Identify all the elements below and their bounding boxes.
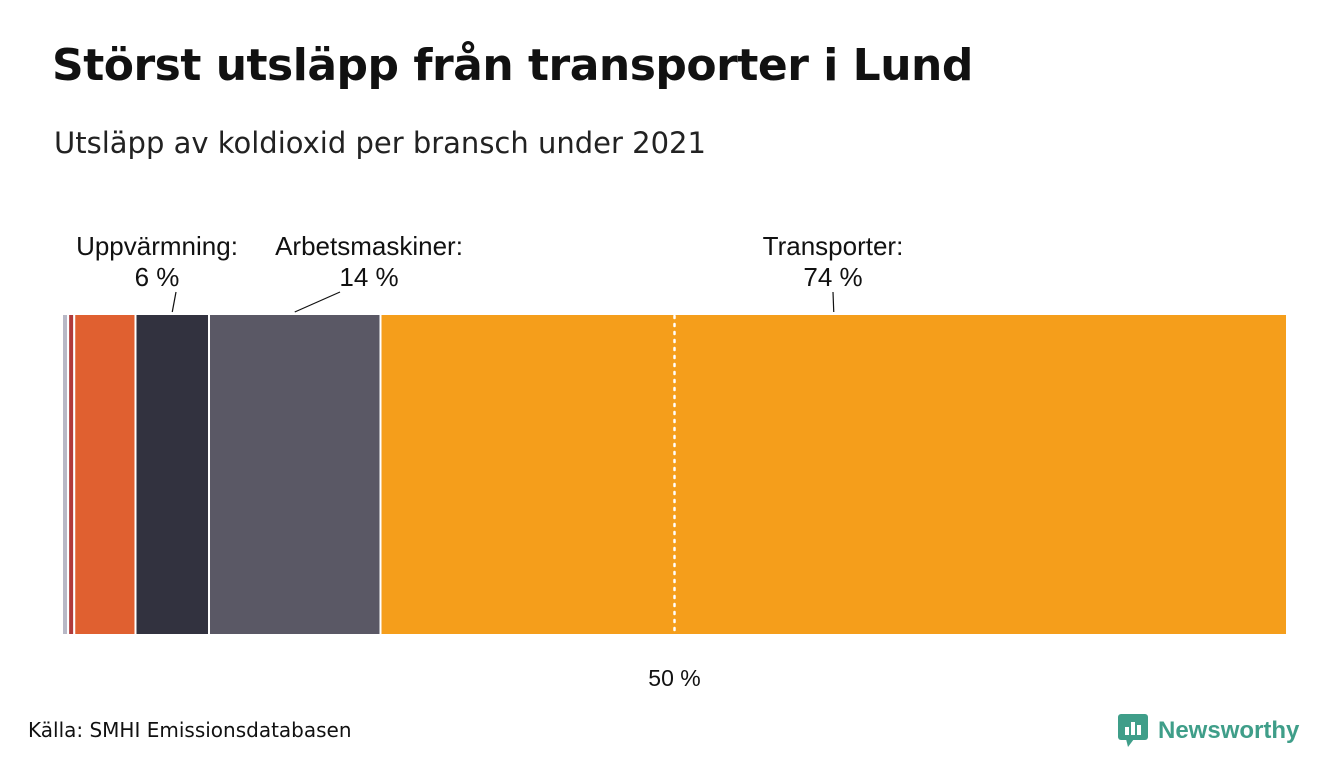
segment-value-label-uppvärmning: 6 %: [135, 262, 180, 292]
leader-line-transporter: [832, 291, 835, 313]
segment-value-label-arbetsmaskiner: 14 %: [339, 262, 398, 292]
newsworthy-logo[interactable]: Newsworthy: [1118, 713, 1299, 749]
bar-segment-transporter: [379, 313, 1288, 636]
leader-line-arbetsmaskiner: [294, 291, 341, 313]
source-note: Källa: SMHI Emissionsdatabasen: [28, 718, 352, 742]
segment-label-arbetsmaskiner: Arbetsmaskiner:: [275, 231, 463, 261]
chart-title: Störst utsläpp från transporter i Lund: [52, 40, 973, 91]
leader-line-uppvärmning: [171, 291, 177, 313]
bar-segment-arbetsmaskiner: [208, 313, 382, 636]
segment-label-uppvärmning: Uppvärmning:: [76, 231, 238, 261]
reference-line-label: 50 %: [648, 665, 700, 691]
stacked-bar-chart: 50 % Uppvärmning:6 % Arbetsmaskiner:14 % Tr…: [61, 231, 1288, 691]
bar-chart-badge-icon: [1118, 714, 1148, 747]
bar-segment-okänd-kategori: [73, 313, 137, 636]
segment-label-transporter: Transporter:: [763, 231, 904, 261]
segment-value-label-transporter: 74 %: [803, 262, 862, 292]
brand-name: Newsworthy: [1158, 717, 1300, 744]
bar-segment-uppvärmning: [134, 313, 210, 636]
chart-subtitle: Utsläpp av koldioxid per bransch under 2…: [54, 126, 706, 160]
